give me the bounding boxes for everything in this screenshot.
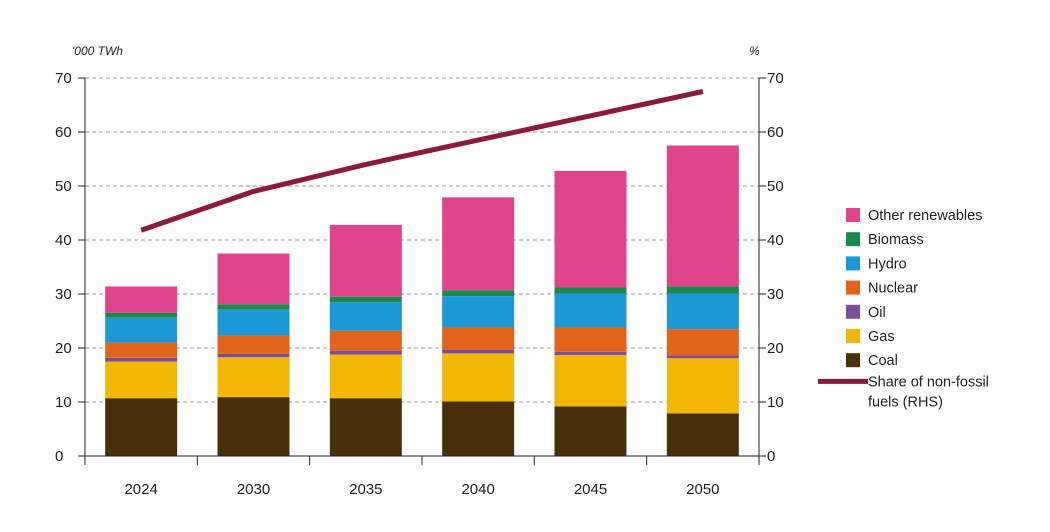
- x-tick-label: 2030: [237, 481, 270, 498]
- bar-segment-biomass: [666, 286, 739, 294]
- bar-segment-other-renewables: [554, 170, 627, 288]
- y-tick-label-right: 30: [767, 286, 784, 303]
- x-tick-label: 2035: [349, 481, 382, 498]
- bar-segment-nuclear: [442, 327, 515, 350]
- legend-label: Coal: [868, 353, 898, 369]
- legend-line-label: Share of non-fossil: [868, 374, 989, 390]
- bar-segment-oil: [554, 351, 627, 356]
- legend-swatch: [846, 280, 860, 295]
- bar-segment-hydro: [666, 293, 739, 330]
- x-tick-label: 2040: [461, 481, 494, 498]
- left-axis-unit: '000 TWh: [72, 44, 123, 58]
- grid-lines: [85, 77, 759, 403]
- bar-segment-hydro: [217, 309, 290, 336]
- legend-swatch: [846, 256, 860, 271]
- bar-segment-coal: [554, 406, 627, 456]
- legend: Other renewables Biomass Hydro Nuclear Oil Ga…: [818, 208, 989, 410]
- bar-segment-coal: [666, 413, 739, 456]
- y-tick-label-left: 40: [55, 232, 72, 249]
- bar-segment-gas: [442, 353, 515, 402]
- bar-segment-gas: [329, 354, 402, 399]
- bar-segment-other-renewables: [666, 145, 739, 287]
- x-tick-label: 2050: [686, 481, 719, 498]
- legend-label: Other renewables: [868, 208, 982, 224]
- share-line-path: [140, 89, 704, 233]
- bar-segment-nuclear: [666, 329, 739, 356]
- legend-label: Gas: [868, 329, 895, 345]
- y-tick-label-left: 60: [55, 124, 72, 141]
- bar-segment-other-renewables: [217, 253, 290, 305]
- legend-label: Biomass: [868, 232, 924, 248]
- bar-segment-gas: [217, 357, 290, 398]
- y-tick-label-left: 10: [55, 394, 72, 411]
- y-tick-label-left: 50: [55, 178, 72, 195]
- bar-segment-oil: [105, 357, 178, 362]
- bar-segment-coal: [442, 401, 515, 456]
- legend-swatch: [846, 329, 860, 343]
- bar-segment-coal: [105, 398, 178, 456]
- x-tick-label: 2024: [124, 481, 157, 498]
- y-tick-label-left: 30: [55, 286, 72, 303]
- legend-label: Hydro: [868, 256, 907, 272]
- bar-segment-hydro: [554, 293, 627, 328]
- y-tick-label-right: 0: [767, 448, 775, 465]
- y-tick-label-left: 70: [55, 70, 72, 87]
- bar-segment-nuclear: [105, 342, 178, 358]
- bar-segment-other-renewables: [105, 286, 178, 313]
- y-tick-label-right: 70: [767, 70, 784, 87]
- legend-label: Oil: [868, 305, 886, 321]
- y-tick-label-right: 50: [767, 178, 784, 195]
- bar-segment-oil: [329, 350, 402, 355]
- bar-segment-other-renewables: [442, 197, 515, 291]
- legend-swatch: [846, 304, 860, 319]
- bar-segment-oil: [442, 349, 515, 354]
- bar-segment-biomass: [554, 287, 627, 294]
- bar-segment-nuclear: [554, 327, 627, 352]
- bar-segment-gas: [105, 361, 178, 399]
- legend-line-label-2: fuels (RHS): [868, 394, 943, 410]
- y-tick-label-left: 20: [55, 340, 72, 357]
- y-tick-label-right: 20: [767, 340, 784, 357]
- bar-segment-hydro: [329, 302, 402, 331]
- bar-segment-coal: [217, 397, 290, 456]
- bar-segment-biomass: [105, 312, 178, 318]
- share-line: [140, 89, 704, 233]
- bar-segment-gas: [666, 358, 739, 414]
- bar-segment-biomass: [217, 304, 290, 310]
- bar-segment-biomass: [442, 290, 515, 297]
- legend-swatch: [846, 353, 860, 368]
- bar-segment-coal: [329, 398, 402, 456]
- legend-label: Nuclear: [868, 281, 918, 297]
- bar-segment-biomass: [329, 296, 402, 303]
- bars: [105, 145, 739, 456]
- y-tick-label-right: 40: [767, 232, 784, 249]
- bar-segment-oil: [666, 355, 739, 359]
- legend-swatch: [846, 232, 860, 247]
- bar-segment-gas: [554, 355, 627, 407]
- bar-segment-hydro: [442, 296, 515, 328]
- y-tick-label-right: 10: [767, 394, 784, 411]
- x-tick-label: 2045: [574, 481, 607, 498]
- right-axis-unit: %: [749, 44, 760, 58]
- bar-segment-nuclear: [217, 335, 290, 354]
- bar-segment-other-renewables: [329, 224, 402, 297]
- bar-segment-nuclear: [329, 330, 402, 351]
- bar-segment-hydro: [105, 317, 178, 343]
- bar-segment-oil: [217, 353, 290, 358]
- y-tick-label-left: 0: [55, 448, 63, 465]
- legend-swatch: [846, 208, 860, 222]
- y-tick-label-right: 60: [767, 124, 784, 141]
